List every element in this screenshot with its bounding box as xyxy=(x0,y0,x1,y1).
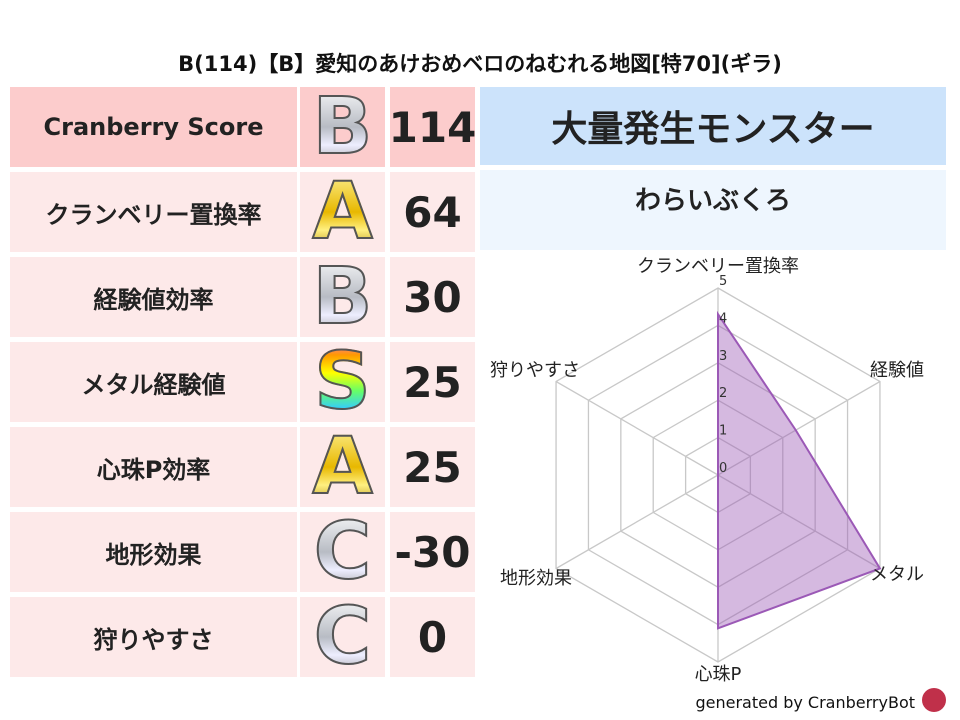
tick-label: 1 xyxy=(719,424,727,439)
grade-letter: A xyxy=(311,421,373,513)
row-score: 25 xyxy=(390,427,475,507)
row-score: 30 xyxy=(390,257,475,337)
row-label: メタル経験値 xyxy=(10,342,297,422)
tick-label: 0 xyxy=(719,461,727,476)
row-label: 狩りやすさ xyxy=(10,597,297,677)
grade-badge: B xyxy=(300,251,385,343)
row-label: クランベリー置換率 xyxy=(10,172,297,252)
row-score: 25 xyxy=(390,342,475,422)
axis-label: クランベリー置換率 xyxy=(637,256,799,277)
grid-spoke xyxy=(555,474,719,570)
grade-letter: B xyxy=(312,251,373,343)
grade-badge: S xyxy=(300,336,385,428)
cranberry-bot-icon xyxy=(922,688,946,712)
row-score: 0 xyxy=(390,597,475,677)
footer-credit: generated by CranberryBot xyxy=(695,693,915,712)
tick-label: 2 xyxy=(719,386,727,401)
tick-label: 4 xyxy=(719,311,727,326)
grade-letter: A xyxy=(311,166,373,258)
grade-letter: C xyxy=(313,506,372,598)
footer-text: generated by CranberryBot xyxy=(695,693,915,712)
tick-label: 5 xyxy=(719,274,727,289)
grade-badge: B xyxy=(300,81,385,173)
axis-label: 心珠P xyxy=(695,664,742,685)
axis-label: 狩りやすさ xyxy=(490,360,580,381)
row-score: -30 xyxy=(390,512,475,592)
grade-badge: C xyxy=(300,506,385,598)
monster-header: 大量発生モンスター xyxy=(480,87,946,165)
axis-label: メタル xyxy=(870,564,924,585)
axis-label: 地形効果 xyxy=(500,568,572,589)
row-score: 64 xyxy=(390,172,475,252)
row-label: 心珠P効率 xyxy=(10,427,297,507)
grade-letter: C xyxy=(313,591,372,683)
grade-badge: A xyxy=(300,166,385,258)
row-score: 114 xyxy=(389,87,476,167)
grid-spoke xyxy=(555,380,719,476)
grade-badge: A xyxy=(300,421,385,513)
row-label: 地形効果 xyxy=(10,512,297,592)
row-label: Cranberry Score xyxy=(10,87,297,167)
axis-label: 経験値 xyxy=(870,360,924,381)
data-polygon xyxy=(717,310,882,630)
grid-spoke xyxy=(717,380,881,476)
monster-name: わらいぶくろ xyxy=(480,170,946,250)
grid-spoke xyxy=(717,474,881,570)
row-label: 経験値効率 xyxy=(10,257,297,337)
grade-letter: B xyxy=(312,81,373,173)
grade-badge: C xyxy=(300,591,385,683)
tick-label: 3 xyxy=(719,349,727,364)
grade-letter: S xyxy=(313,336,371,428)
page-title: B(114)【B】愛知のあけおめベロのねむれる地図[特70](ギラ) xyxy=(178,52,782,76)
